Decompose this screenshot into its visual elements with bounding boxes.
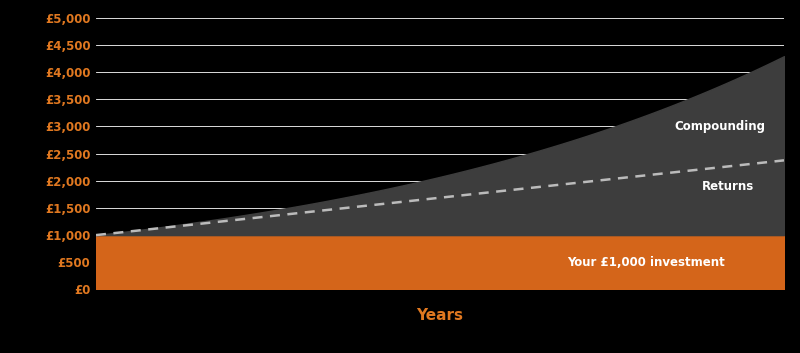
Text: Returns: Returns bbox=[702, 180, 754, 193]
Text: Compounding: Compounding bbox=[674, 120, 765, 133]
Text: Your £1,000 investment: Your £1,000 investment bbox=[567, 256, 726, 269]
X-axis label: Years: Years bbox=[417, 308, 463, 323]
